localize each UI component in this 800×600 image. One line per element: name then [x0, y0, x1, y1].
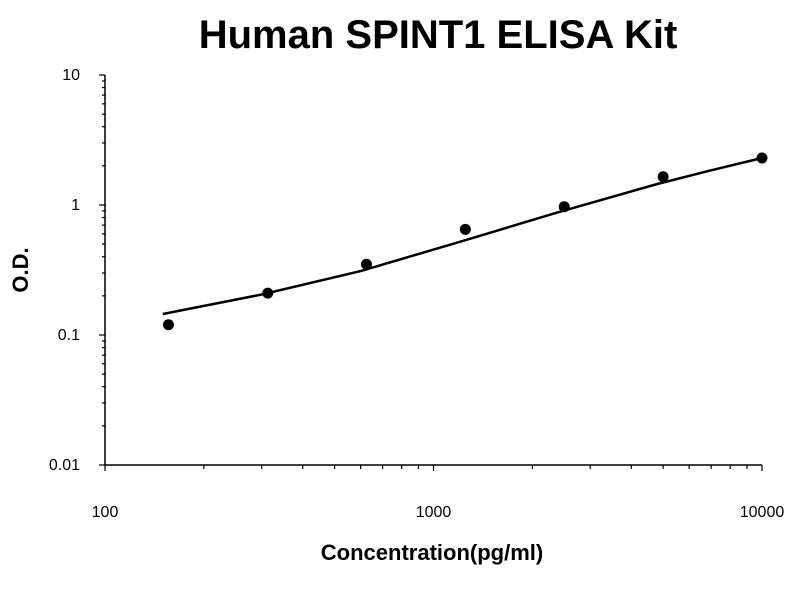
- x-tick-label: 1000: [416, 504, 452, 521]
- x-axis-ticks: 100 1000 10000: [92, 465, 785, 521]
- fit-curve-line: [162, 156, 763, 316]
- y-tick-label: 0.01: [49, 457, 80, 474]
- data-point: [657, 171, 669, 183]
- data-point: [162, 319, 174, 331]
- data-point: [459, 223, 471, 235]
- y-axis-label: O.D.: [8, 247, 33, 292]
- data-point: [262, 287, 274, 299]
- y-tick-label: 1: [71, 197, 80, 214]
- data-point: [558, 201, 570, 213]
- y-tick-label: 0.1: [58, 327, 80, 344]
- data-point: [756, 152, 768, 164]
- y-axis-ticks: 10 1 0.1 0.01: [49, 67, 105, 474]
- chart-title: Human SPINT1 ELISA Kit: [199, 13, 678, 57]
- data-points: [162, 152, 768, 331]
- x-tick-label: 100: [92, 504, 119, 521]
- data-point: [360, 258, 372, 270]
- y-tick-label: 10: [62, 67, 80, 84]
- x-tick-label: 10000: [740, 504, 785, 521]
- x-axis-label: Concentration(pg/ml): [321, 540, 543, 565]
